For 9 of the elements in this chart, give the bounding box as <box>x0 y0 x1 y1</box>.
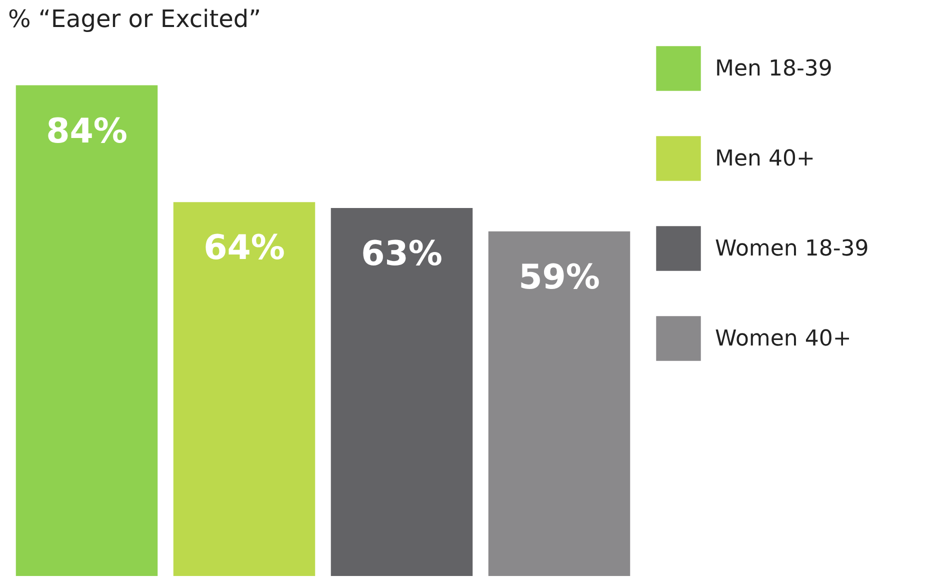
legend-label: Men 40+ <box>715 146 815 172</box>
chart-title: % “Eager or Excited” <box>8 5 262 33</box>
legend-label: Women 40+ <box>715 326 852 352</box>
legend-label: Women 18-39 <box>715 236 869 262</box>
data-label: 63% <box>361 234 442 274</box>
legend-label: Men 18-39 <box>715 56 832 82</box>
data-label: 84% <box>46 111 128 152</box>
data-label: 59% <box>518 257 600 298</box>
data-label: 64% <box>204 228 285 268</box>
